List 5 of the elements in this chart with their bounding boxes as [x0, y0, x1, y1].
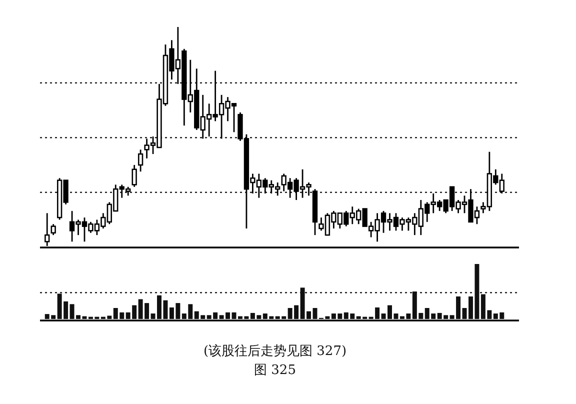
candlestick [50, 223, 56, 236]
candlestick [138, 148, 144, 172]
caption: 图 325 [254, 363, 296, 378]
text: (该股往后走势见图 327) [203, 343, 347, 359]
candlestick [132, 164, 137, 188]
